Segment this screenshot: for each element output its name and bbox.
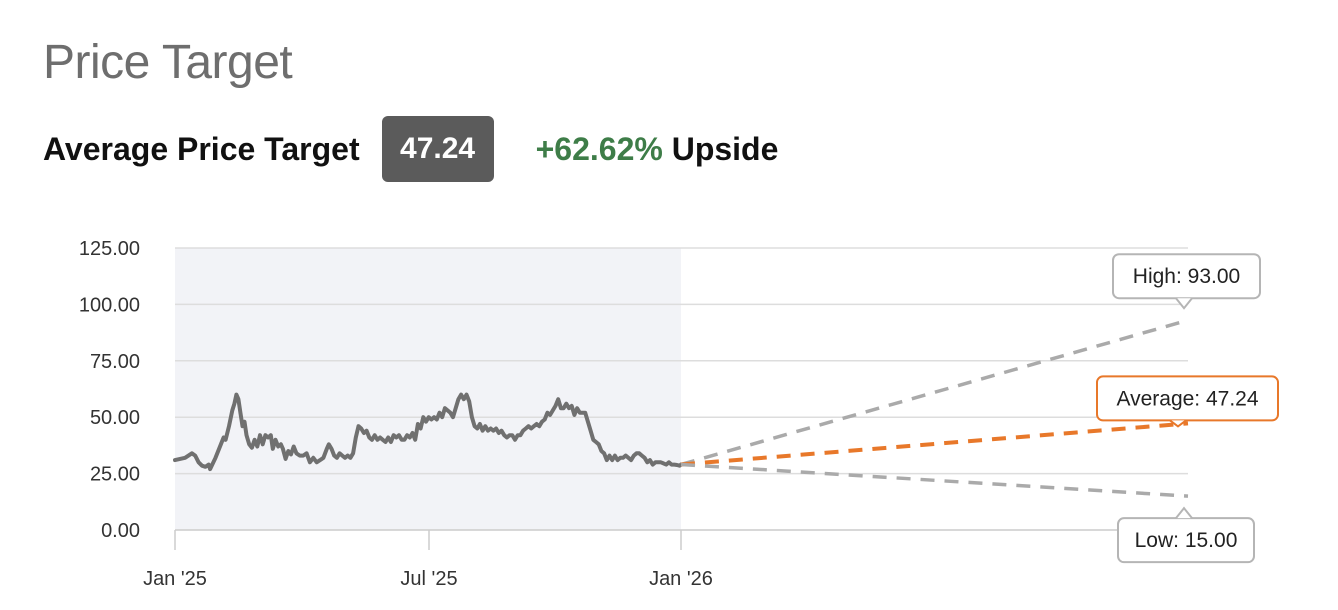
forecast-label-high: High: 93.00 (1112, 253, 1261, 310)
forecast-labels: High: 93.00 Average: 47.24 Low: 15.00 (1096, 253, 1279, 564)
price-history-line (173, 392, 683, 472)
forecast-line-high (680, 318, 1189, 467)
y-tick-label: 50.00 (90, 407, 140, 429)
grid-lines (175, 247, 1188, 531)
x-axis: Jan '25 Jul '25 Jan '26 (143, 530, 713, 590)
forecast-label-pointer (1169, 419, 1187, 428)
price-target-summary: Average Price Target 47.24 +62.62% Upsid… (43, 116, 778, 182)
page-title: Price Target (43, 36, 293, 89)
forecast-label-pointer (1175, 506, 1193, 519)
history-shaded-region (175, 248, 681, 530)
upside-text: +62.62% Upside (536, 131, 779, 168)
x-tick-label: Jan '25 (143, 568, 207, 590)
forecast-line-low (680, 462, 1189, 498)
forecast-label-text: Average: 47.24 (1116, 387, 1258, 410)
average-price-target-label: Average Price Target (43, 130, 360, 167)
x-tick-label: Jan '26 (649, 568, 713, 590)
forecast-label-average: Average: 47.24 (1096, 375, 1279, 428)
y-tick-label: 100.00 (79, 294, 140, 316)
forecast-label-text: Low: 15.00 (1135, 529, 1238, 552)
upside-word: Upside (671, 130, 779, 167)
forecast-label-pointer (1175, 297, 1193, 310)
upside-percent: +62.62% (535, 130, 663, 167)
x-tick-label: Jul '25 (400, 568, 457, 590)
average-price-target-badge: 47.24 (381, 116, 494, 182)
y-tick-label: 0.00 (101, 520, 140, 542)
y-tick-label: 25.00 (90, 464, 140, 486)
y-tick-label: 125.00 (79, 238, 140, 260)
forecast-lines (680, 318, 1189, 498)
y-tick-label: 75.00 (90, 351, 140, 373)
forecast-label-box (1096, 375, 1279, 422)
y-axis: 0.00 25.00 50.00 75.00 100.00 125.00 (79, 238, 140, 542)
forecast-label-low: Low: 15.00 (1117, 506, 1255, 564)
forecast-line-average (680, 421, 1189, 467)
forecast-label-text: High: 93.00 (1133, 265, 1240, 288)
